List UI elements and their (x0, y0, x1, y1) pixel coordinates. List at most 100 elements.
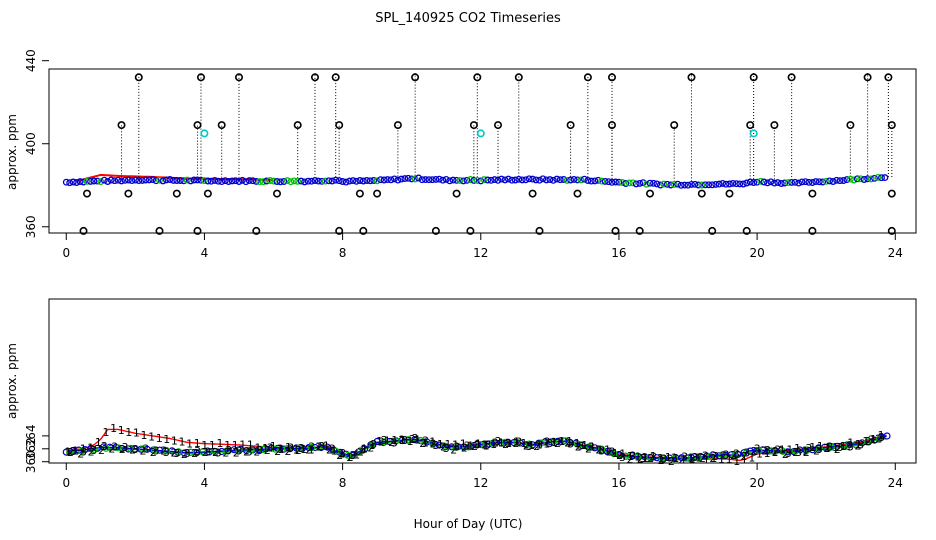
bottom-data-point (453, 443, 461, 451)
top-outlier-point (331, 73, 340, 82)
bottom-series-marker-1: 1 (718, 453, 725, 466)
top-data-point (736, 180, 744, 188)
bottom-series-marker-1: 1 (141, 429, 148, 442)
top-data-point (556, 176, 564, 184)
top-data-point (681, 181, 689, 189)
top-outlier-point (452, 189, 461, 198)
bottom-series-marker-2: 2 (419, 437, 426, 450)
top-y-tick-label: 400 (24, 132, 38, 155)
bottom-series-marker-1: 1 (179, 436, 186, 449)
bottom-data-point (404, 436, 412, 444)
bottom-series-marker-1: 1 (657, 452, 664, 465)
top-data-point (200, 177, 208, 185)
top-data-point (211, 176, 219, 184)
top-data-point (795, 179, 803, 187)
bottom-series-marker-2: 2 (782, 448, 789, 461)
bottom-series-marker-3: 3 (526, 440, 533, 453)
bottom-series-marker-3: 3 (360, 444, 367, 457)
top-data-point (121, 176, 129, 184)
top-data-point (352, 177, 360, 185)
top-data-point (142, 176, 150, 184)
top-data-point (432, 175, 440, 183)
top-data-point (314, 177, 322, 185)
bottom-plot-frame (48, 298, 917, 464)
bottom-series-marker-2: 2 (647, 452, 654, 465)
top-data-point (69, 178, 77, 186)
bottom-series-marker-3: 3 (173, 447, 180, 460)
top-cyan-point (749, 129, 758, 138)
bottom-series-marker-1: 1 (186, 437, 193, 450)
top-data-point (166, 176, 174, 183)
top-data-point (846, 175, 854, 183)
bottom-series-marker-2: 2 (834, 443, 841, 456)
bottom-series-marker-1: 1 (680, 454, 687, 467)
bottom-series-marker-3: 3 (712, 450, 719, 463)
top-data-point (715, 180, 723, 188)
top-data-point (729, 179, 737, 187)
top-data-point (701, 181, 709, 189)
bottom-series-marker-1: 1 (589, 440, 596, 453)
bottom-series-marker-2: 2 (430, 438, 437, 451)
bottom-data-point (876, 435, 884, 443)
bottom-series-marker-1: 1 (703, 453, 710, 466)
bottom-series-marker-1: 1 (543, 437, 550, 450)
bottom-series-marker-2: 2 (803, 446, 810, 459)
top-data-point (156, 176, 163, 184)
top-data-point (822, 177, 830, 185)
top-data-marks (62, 73, 896, 235)
top-outlier-point (217, 121, 226, 130)
bottom-series-marker-3: 3 (70, 445, 77, 458)
top-data-point (726, 180, 733, 188)
bottom-series-marker-2: 2 (450, 444, 457, 457)
top-data-point (484, 176, 492, 184)
bottom-data-point (90, 445, 98, 454)
bottom-series-marker-1: 1 (460, 438, 467, 451)
top-data-point (135, 177, 143, 185)
top-data-point (463, 176, 471, 184)
bottom-series-marker-3: 3 (868, 434, 875, 447)
bottom-series-marker-1: 1 (285, 441, 292, 454)
bottom-series-marker-1: 1 (95, 436, 102, 449)
bottom-series-marker-1: 1 (384, 435, 391, 448)
bottom-series-marker-2: 2 (119, 443, 126, 456)
bottom-series-marker-3: 3 (267, 442, 274, 455)
top-data-point (567, 176, 575, 184)
top-data-point (650, 179, 657, 187)
bottom-series-marker-3: 3 (629, 450, 636, 463)
bottom-series-marker-2: 2 (564, 436, 571, 449)
bottom-series-marker-3: 3 (785, 447, 792, 460)
top-data-point (273, 178, 281, 185)
bottom-series-marker-3: 3 (80, 446, 87, 459)
top-outlier-point (887, 189, 896, 198)
bottom-data-point (78, 447, 86, 455)
bottom-x-tick-label: 20 (749, 476, 764, 490)
bottom-data-marks: 1 1 1 1 11 1 1 1 1 1 1 1 1 1 1 1 1 1 1 1 1 1 1 1 1 1 1 1 1 1 1 1 1 1 1 1 1 1 1… (62, 422, 891, 468)
top-data-point (418, 176, 426, 184)
top-outlier-point (583, 73, 592, 82)
bottom-series-marker-2: 2 (67, 446, 74, 459)
top-data-point (470, 176, 478, 184)
top-data-point (128, 177, 136, 185)
bottom-x-tick-label: 8 (339, 476, 347, 490)
top-data-point (411, 175, 419, 183)
top-data-point (494, 176, 502, 184)
bottom-series-marker-3: 3 (298, 442, 305, 455)
top-data-point (104, 178, 112, 185)
bottom-series-marker-3: 3 (464, 440, 471, 453)
bottom-series-marker-1: 1 (878, 429, 885, 442)
bottom-series-marker-3: 3 (660, 453, 667, 466)
bottom-x-tick-label: 16 (611, 476, 626, 490)
bottom-data-point (646, 453, 654, 461)
top-data-point (881, 174, 889, 182)
bottom-series-marker-2: 2 (855, 439, 862, 452)
top-data-point (753, 178, 761, 186)
bottom-data-point (416, 436, 424, 445)
top-data-point (511, 176, 519, 184)
top-outlier-point (373, 189, 382, 198)
bottom-series-marker-3: 3 (598, 444, 605, 457)
top-x-tick-label: 0 (62, 246, 70, 260)
top-data-point (808, 179, 816, 186)
bottom-series-marker-3: 3 (640, 452, 647, 465)
bottom-series-marker-3: 3 (515, 436, 522, 449)
